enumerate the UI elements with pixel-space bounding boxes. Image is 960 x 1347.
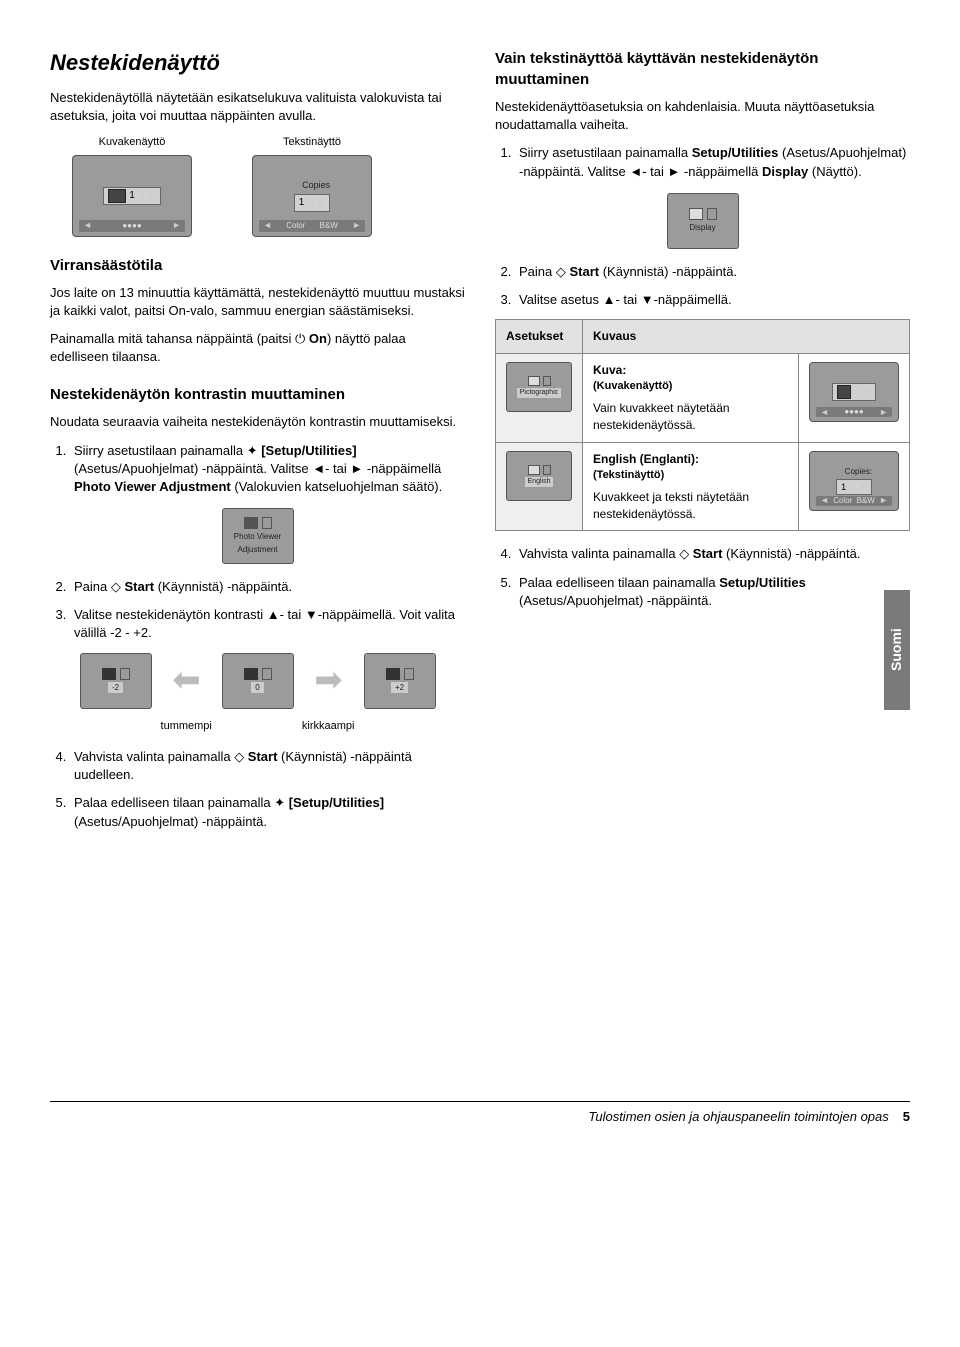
lcd-left-counter: 1 — [129, 189, 135, 203]
strip-color: Color — [286, 220, 305, 231]
footer: Tulostimen osien ja ohjauspaneelin toimi… — [50, 1101, 910, 1126]
lcd-label-text: Tekstinäyttö — [252, 135, 372, 150]
arrow-right-icon: ➡ — [304, 666, 354, 696]
heading-textdisplay: Vain tekstinäyttöä käyttävän nestekidenä… — [495, 48, 910, 90]
textdisplay-intro: Nestekidenäyttöasetuksia on kahdenlaisia… — [495, 98, 910, 134]
row1-desc: Kuva: (Kuvakenäyttö) Vain kuvakkeet näyt… — [583, 353, 799, 442]
lcd-label-picto: Kuvakenäyttö — [72, 135, 192, 150]
contrast-intro: Noudata seuraavia vaiheita nestekidenäyt… — [50, 413, 465, 431]
lcd-pva: Photo Viewer Adjustment — [222, 508, 294, 564]
heading-powersave: Virransäästötila — [50, 255, 465, 276]
lcd-pictographic: 1▲▼ ◄●●●●► — [72, 155, 192, 237]
lcd-right-counter: 1 — [299, 196, 305, 210]
powersave-p1: Jos laite on 13 minuuttia käyttämättä, n… — [50, 284, 465, 320]
footer-text: Tulostimen osien ja ohjauspaneelin toimi… — [588, 1108, 888, 1126]
right-step-2: Paina ◇ Start (Käynnistä) -näppäintä. — [515, 263, 910, 281]
th-settings: Asetukset — [496, 320, 583, 354]
right-column: Vain tekstinäyttöä käyttävän nestekidenä… — [495, 40, 910, 841]
row2-settings: English — [496, 442, 583, 531]
left-step-5: Palaa edelliseen tilaan painamalla ✦ [Se… — [70, 794, 465, 830]
right-step-1: Siirry asetustilaan painamalla Setup/Uti… — [515, 144, 910, 180]
row1-preview: ▲▼ ◄●●●●► — [799, 353, 910, 442]
left-step-4: Vahvista valinta painamalla ◇ Start (Käy… — [70, 748, 465, 784]
settings-table: Asetukset Kuvaus Pictographic Kuva: (Kuv… — [495, 319, 910, 531]
lcd-contrast-plus: +2 — [364, 653, 436, 709]
strip-bw: B&W — [320, 220, 338, 231]
page-number: 5 — [903, 1108, 910, 1126]
left-step-2: Paina ◇ Start (Käynnistä) -näppäintä. — [70, 578, 465, 596]
lcd-right-line1: Copies — [302, 179, 330, 192]
lcd-display: Display — [667, 193, 739, 249]
row1-settings: Pictographic — [496, 353, 583, 442]
label-lighter: kirkkaampi — [302, 719, 355, 734]
heading-lcd: Nestekidenäyttö — [50, 48, 465, 79]
lcd-text: Copies 1▲▼ ◄ColorB&W► — [252, 155, 372, 237]
arrow-left-icon: ⬅ — [162, 666, 212, 696]
row2-preview: Copies: 1▲▼ ◄ColorB&W► — [799, 442, 910, 531]
row2-desc: English (Englanti): (Tekstinäyttö) Kuvak… — [583, 442, 799, 531]
label-darker: tummempi — [161, 719, 212, 734]
heading-contrast: Nestekidenäytön kontrastin muuttaminen — [50, 384, 465, 405]
right-step-4: Vahvista valinta painamalla ◇ Start (Käy… — [515, 545, 910, 563]
intro-text: Nestekidenäytöllä näytetään esikatseluku… — [50, 89, 465, 125]
left-step-3: Valitse nestekidenäytön kontrasti ▲- tai… — [70, 606, 465, 642]
contrast-arrow-row: -2 ⬅ 0 ➡ +2 — [50, 653, 465, 709]
language-tab: Suomi — [884, 590, 910, 710]
right-step-3: Valitse asetus ▲- tai ▼-näppäimellä. — [515, 291, 910, 309]
powersave-p2: Painamalla mitä tahansa näppäintä (paits… — [50, 330, 465, 366]
left-step-1: Siirry asetustilaan painamalla ✦ [Setup/… — [70, 442, 465, 497]
right-step-5: Palaa edelliseen tilaan painamalla Setup… — [515, 574, 910, 610]
lcd-contrast-zero: 0 — [222, 653, 294, 709]
left-column: Nestekidenäyttö Nestekidenäytöllä näytet… — [50, 40, 465, 841]
th-desc: Kuvaus — [583, 320, 910, 354]
lcd-contrast-minus: -2 — [80, 653, 152, 709]
